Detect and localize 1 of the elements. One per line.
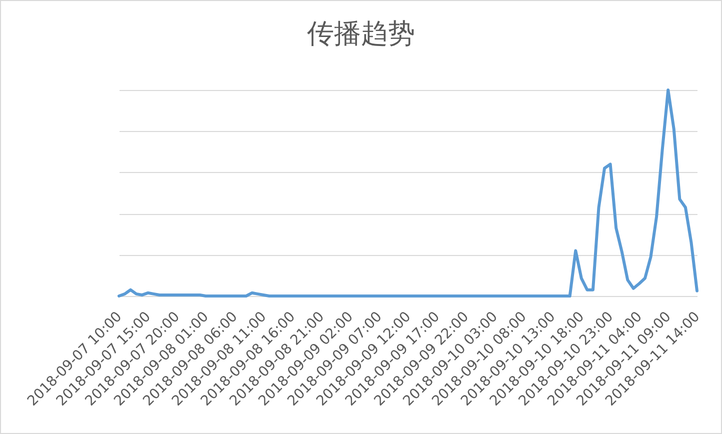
chart-title: 传播趋势 — [307, 18, 415, 50]
